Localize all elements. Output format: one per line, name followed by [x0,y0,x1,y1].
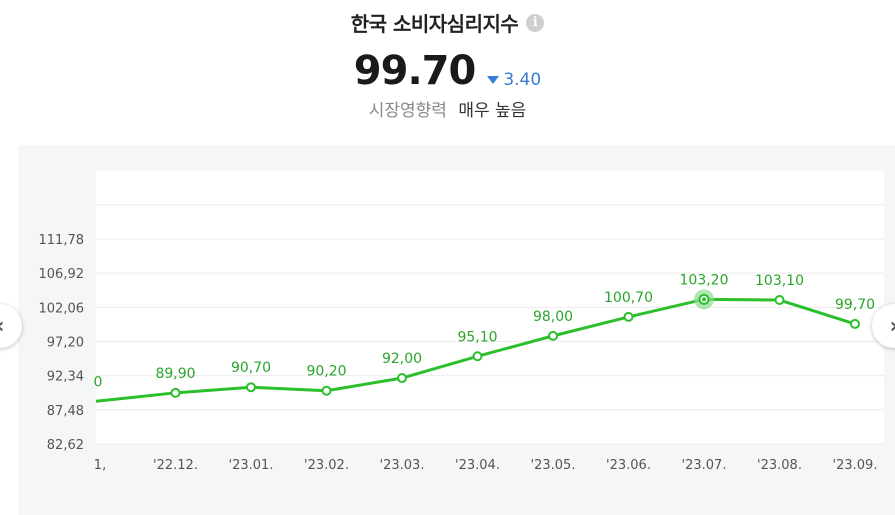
change-value: 3.40 [503,70,542,90]
x-tick-label: '23.02. [304,458,349,473]
data-label: 103,20 [680,272,729,288]
y-tick-label: 92,34 [47,370,84,385]
data-point [246,382,256,393]
data-label: 99,70 [835,297,875,313]
x-tick-label: '22.12. [153,458,198,473]
change-indicator: 3.40 [487,70,541,90]
data-label: 100,70 [604,290,653,306]
info-icon[interactable]: i [526,13,545,32]
x-tick-label: '23.05. [531,458,576,473]
x-tick-label: '23.09. [833,458,878,473]
data-point [170,387,181,398]
influence-label: 시장영향력 [368,101,447,121]
data-label: 0 [94,374,103,390]
data-label: 90,20 [306,364,346,380]
y-tick-label: 97,20 [47,336,84,351]
x-tick-label: 1, [94,458,106,473]
data-point [548,330,558,341]
chevron-left-icon[interactable]: ‹ [0,304,22,348]
data-label: 89,90 [155,366,195,382]
data-label: 90,70 [231,360,271,376]
data-label: 92,00 [382,351,422,367]
data-point-center [702,297,706,302]
x-tick-label: '23.01. [229,458,274,473]
current-value: 99.70 [353,48,477,94]
data-point [623,311,634,322]
data-label: 98,00 [533,309,573,325]
influence-row: 시장영향력 매우 높음 [0,96,895,121]
x-tick-label: '23.03. [380,458,425,473]
chart-title: 한국 소비자심리지수 [350,12,519,36]
influence-value: 매우 높음 [458,101,527,121]
y-tick-label: 87,48 [47,404,84,419]
data-label: 95,10 [457,329,497,345]
chart-panel: 111,78 106,92 102,06 97,20 92,34 87,48 82,62 1,… [18,145,895,515]
data-point [472,351,483,362]
x-tick-label: '23.04. [455,458,500,473]
data-point [397,373,407,384]
value-row: 99.70 3.40 [0,48,895,94]
y-tick-label: 82,62 [47,438,84,453]
data-point [321,385,332,396]
x-tick-label: '23.07. [682,458,727,473]
data-point [774,295,785,306]
x-tick-label: '23.08. [757,458,802,473]
triangle-down-icon [487,76,500,84]
chevron-right-icon[interactable]: › [872,304,895,348]
data-label: 103,10 [755,273,804,289]
title-row: 한국 소비자심리지수 i [0,8,895,37]
y-tick-label: 102,06 [39,301,85,316]
x-tick-label: '23.06. [606,458,651,473]
y-tick-label: 106,92 [39,267,85,282]
line-chart: 111,78 106,92 102,06 97,20 92,34 87,48 82,62 1,… [39,171,884,473]
y-tick-label: 111,78 [39,233,85,248]
data-point [850,318,860,329]
